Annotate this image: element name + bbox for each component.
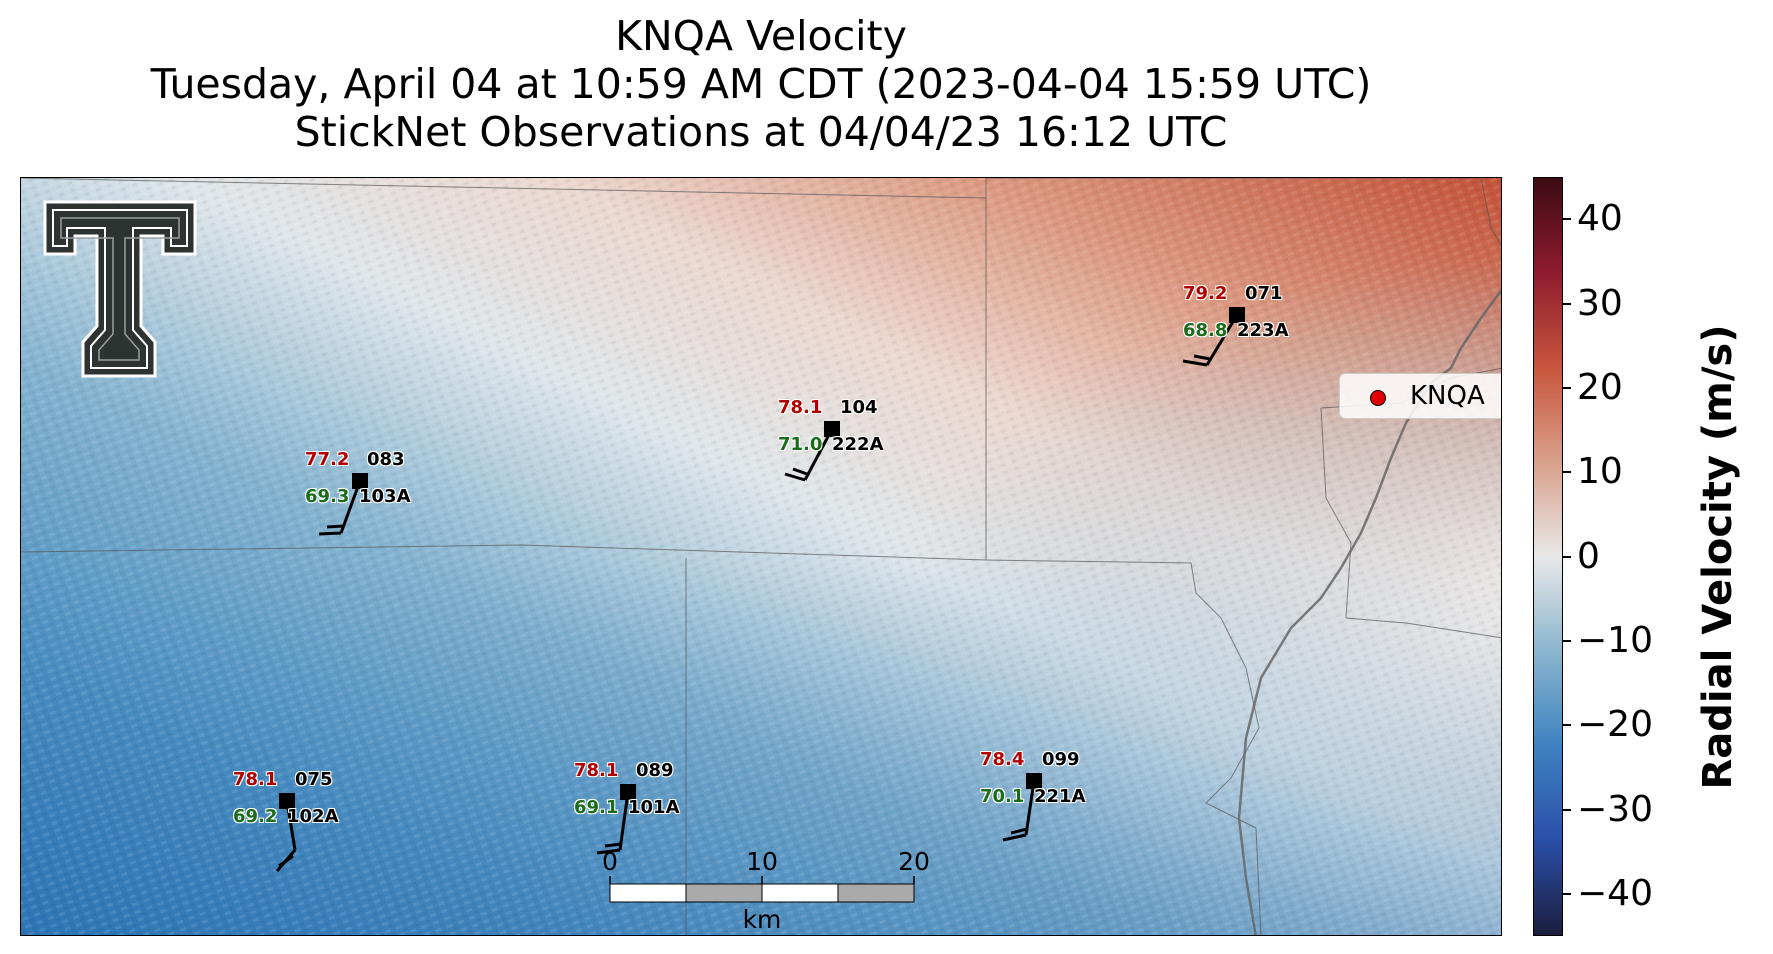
scale-tick-10: 10 <box>746 847 778 876</box>
colorbar-tick-mark <box>1563 471 1571 474</box>
station-075-temp: 78.1 <box>233 769 278 790</box>
station-104-id: 104 <box>840 397 878 418</box>
station-markers <box>275 307 1245 872</box>
station-104-temp: 78.1 <box>778 397 823 418</box>
colorbar-tick-label: 0 <box>1577 535 1600 577</box>
county-boundaries <box>21 178 1501 935</box>
station-075-id: 075 <box>295 769 333 790</box>
colorbar-tick-mark <box>1563 302 1571 305</box>
station-099-temp: 78.4 <box>980 749 1025 770</box>
colorbar-tick-label: 30 <box>1577 282 1623 324</box>
station-104-dew: 71.0 <box>778 434 823 455</box>
station-089-id: 089 <box>636 760 674 781</box>
station-104-wind-barb <box>784 421 840 482</box>
station-075-marker <box>279 793 295 809</box>
colorbar-tick-mark <box>1563 808 1571 811</box>
title-line-3: StickNet Observations at 04/04/23 16:12 … <box>294 108 1228 156</box>
colorbar-tick-label: −10 <box>1577 619 1653 661</box>
map-legend: KNQA <box>1339 373 1501 419</box>
colorbar-label: Radial Velocity (m/s) <box>1695 324 1741 790</box>
colorbar-tick-mark <box>1563 639 1571 642</box>
station-083-temp: 77.2 <box>305 449 350 470</box>
radar-velocity-field <box>21 178 1501 935</box>
station-071-id: 071 <box>1245 283 1283 304</box>
colorbar-tick-label: −30 <box>1577 788 1653 830</box>
title-line-2: Tuesday, April 04 at 10:59 AM CDT (2023-… <box>150 60 1372 108</box>
colorbar-tick-mark <box>1563 555 1571 558</box>
station-089-marker <box>620 784 636 800</box>
station-089-temp: 78.1 <box>574 760 619 781</box>
station-075-wind-barb <box>275 793 297 872</box>
station-089-probe: 101A <box>628 797 680 818</box>
colorbar-tick-label: 20 <box>1577 366 1623 408</box>
station-099-id: 099 <box>1042 749 1080 770</box>
texas-tech-double-t-logo <box>43 200 197 378</box>
plot-title: KNQA Velocity Tuesday, April 04 at 10:59… <box>20 12 1502 156</box>
station-071-dew: 68.8 <box>1183 320 1228 341</box>
station-083-probe: 103A <box>359 486 411 507</box>
station-099-dew: 70.1 <box>980 786 1025 807</box>
colorbar-tick-label: −40 <box>1577 872 1653 914</box>
colorbar-tick-label: 10 <box>1577 451 1623 493</box>
station-075-dew: 69.2 <box>233 806 278 827</box>
scale-tick-0: 0 <box>602 847 618 876</box>
station-099-marker <box>1026 773 1042 789</box>
station-083-id: 083 <box>367 449 405 470</box>
station-083-wind-barb <box>318 473 368 536</box>
station-104-marker <box>824 421 840 437</box>
station-083-marker <box>352 473 368 489</box>
station-083-dew: 69.3 <box>305 486 350 507</box>
station-099-wind-barb <box>1002 773 1042 842</box>
scale-unit: km <box>742 905 782 934</box>
colorbar-tick-label: −20 <box>1577 704 1653 746</box>
station-104-probe: 222A <box>832 434 884 455</box>
colorbar-tick-mark <box>1563 386 1571 389</box>
colorbar-tick-mark <box>1563 724 1571 727</box>
station-071-probe: 223A <box>1237 320 1289 341</box>
legend-label: KNQA <box>1410 381 1485 411</box>
station-099-probe: 221A <box>1034 786 1086 807</box>
colorbar-tick-mark <box>1563 892 1571 895</box>
colorbar <box>1533 177 1563 936</box>
colorbar-tick-mark <box>1563 218 1571 221</box>
station-089-dew: 69.1 <box>574 797 619 818</box>
station-071-marker <box>1229 307 1245 323</box>
scale-bar <box>609 876 915 903</box>
radar-map: 0 10 20 km 77.2 083 69.3 103A 78.1 104 7… <box>20 177 1502 936</box>
title-line-1: KNQA Velocity <box>615 12 907 60</box>
station-071-wind-barb <box>1182 307 1245 367</box>
colorbar-tick-label: 40 <box>1577 198 1623 240</box>
river-line <box>1237 288 1501 935</box>
station-089-wind-barb <box>596 784 636 855</box>
station-071-temp: 79.2 <box>1183 283 1228 304</box>
station-075-probe: 102A <box>287 806 339 827</box>
radar-site-marker-icon <box>1370 390 1386 406</box>
scale-tick-20: 20 <box>898 847 930 876</box>
